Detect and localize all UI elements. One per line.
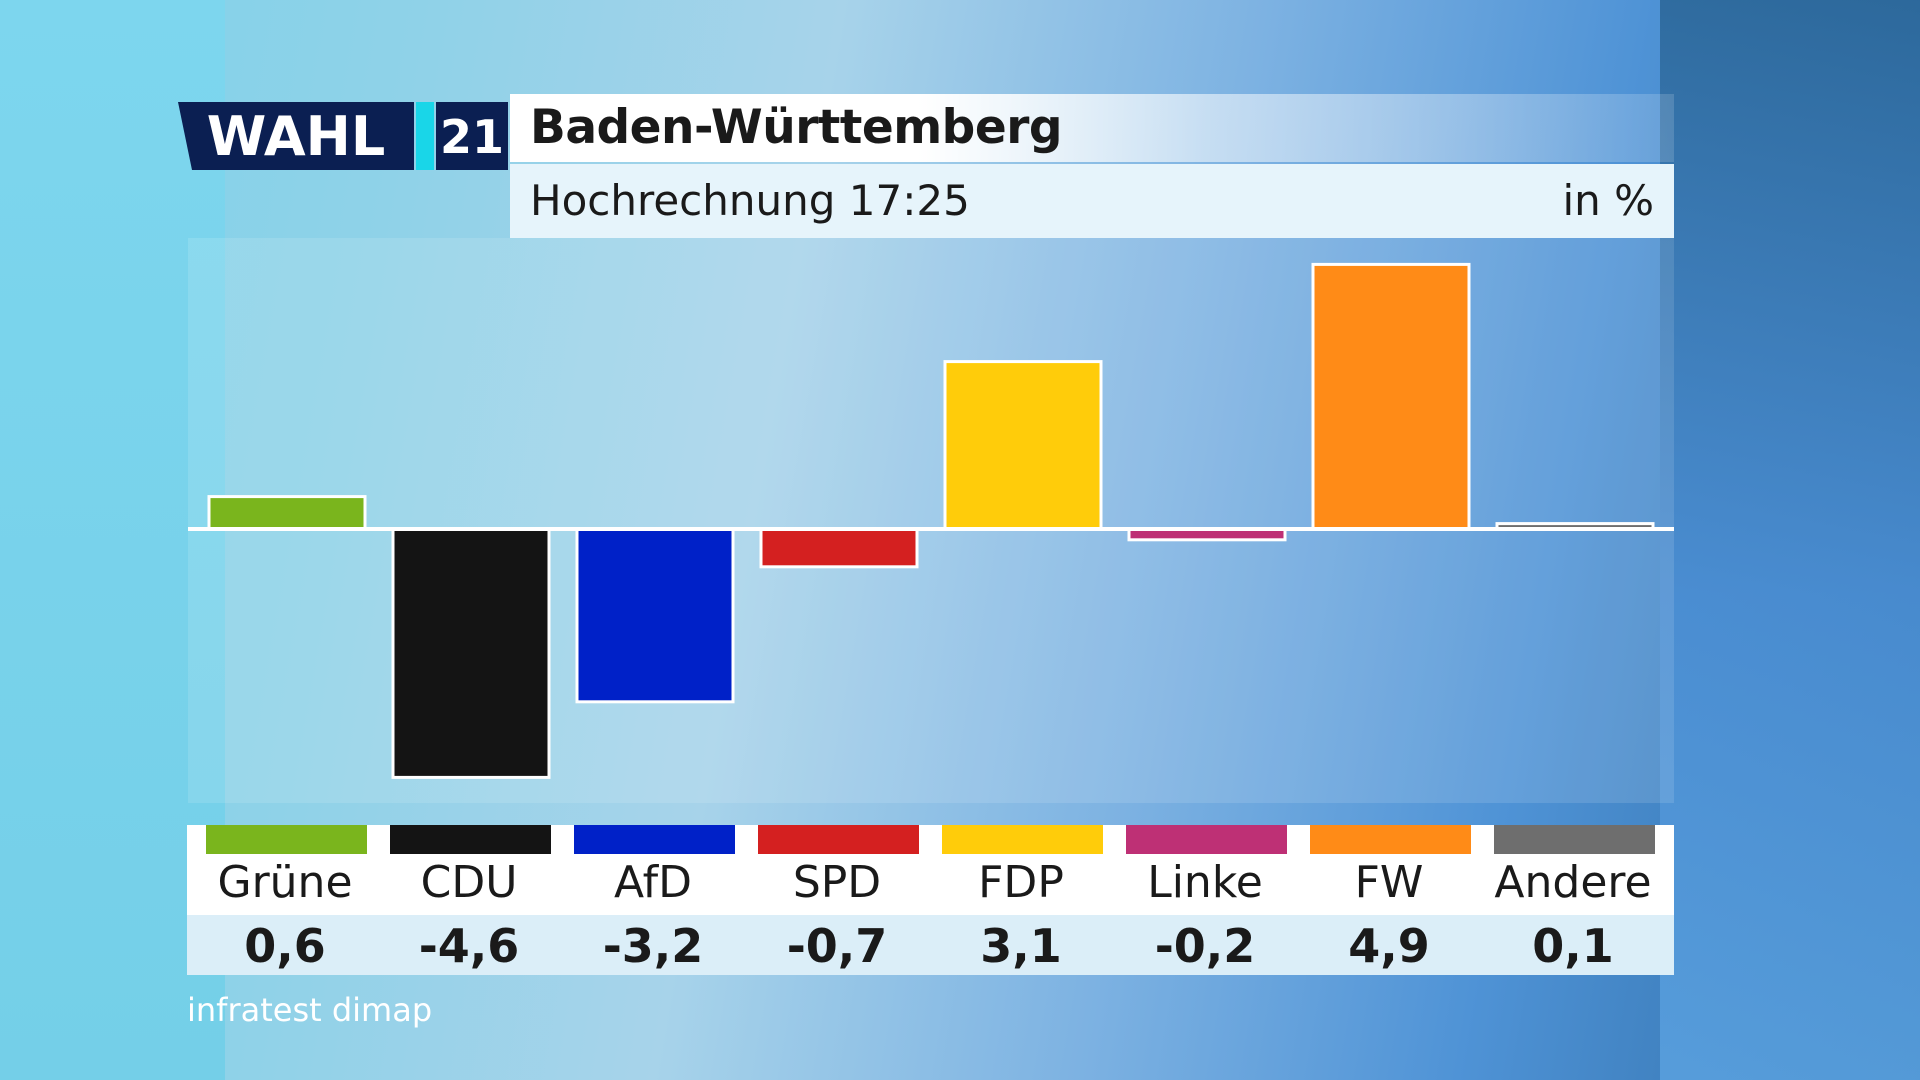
wahl-logo: WAHL 21 — [178, 102, 508, 170]
legend-swatch — [574, 825, 735, 854]
legend-party-value: -4,6 — [418, 919, 520, 973]
legend-party-name: FW — [1354, 857, 1424, 908]
legend-item-linke: Linke -0,2 — [1107, 825, 1291, 975]
bar-chart — [188, 262, 1674, 779]
chart-title: Baden-Württemberg — [530, 100, 1063, 155]
chart-subtitle: Hochrechnung 17:25 — [530, 176, 970, 225]
legend-party-value: 0,6 — [244, 919, 326, 973]
legend-party-name: FDP — [978, 857, 1064, 908]
bar-gr-ne — [207, 495, 367, 531]
legend-item-andere: Andere 0,1 — [1475, 825, 1659, 975]
bar-cdu — [391, 527, 551, 779]
bar-fdp — [943, 360, 1103, 531]
bar-fw — [1311, 262, 1471, 531]
legend-swatch — [1310, 825, 1471, 854]
bar-afd — [575, 527, 735, 704]
legend-swatch — [1494, 825, 1655, 854]
legend-item-fdp: FDP 3,1 — [923, 825, 1107, 975]
legend-item-spd: SPD -0,7 — [739, 825, 923, 975]
legend-party-value: -3,2 — [602, 919, 704, 973]
logo-wahl-text: WAHL — [207, 105, 386, 168]
legend-party-value: -0,2 — [1154, 919, 1256, 973]
legend-party-name: Grüne — [217, 857, 353, 908]
legend-swatch — [758, 825, 919, 854]
legend-party-value: 4,9 — [1348, 919, 1430, 973]
legend-item-gr-ne: Grüne 0,6 — [187, 825, 371, 975]
legend-swatch — [942, 825, 1103, 854]
legend-swatch — [1126, 825, 1287, 854]
logo-year-block — [436, 102, 508, 170]
subtitle-bar: Hochrechnung 17:25 in % — [510, 164, 1674, 238]
chart-area — [188, 238, 1674, 803]
bar-spd — [759, 527, 919, 569]
unit-label: in % — [1562, 176, 1654, 225]
legend-party-name: AfD — [614, 857, 692, 908]
legend-item-afd: AfD -3,2 — [555, 825, 739, 975]
source-label: infratest dimap — [187, 991, 433, 1029]
legend-party-name: CDU — [420, 857, 518, 908]
title-bar: Baden-Württemberg — [510, 94, 1674, 162]
background-right-panel — [1660, 0, 1920, 1080]
legend-party-value: -0,7 — [786, 919, 888, 973]
logo-year-text: 21 — [440, 110, 504, 164]
legend-table: Grüne 0,6 CDU -4,6 AfD -3,2 SPD -0,7 FDP 3,1 Linke… — [187, 825, 1674, 975]
legend-party-name: SPD — [792, 857, 882, 908]
logo-wahl-block — [178, 102, 414, 170]
legend-party-value: 3,1 — [980, 919, 1062, 973]
legend-swatch — [390, 825, 551, 854]
legend-party-name: Andere — [1494, 857, 1652, 908]
legend-party-name: Linke — [1147, 857, 1263, 908]
logo-cyan-stripe — [416, 102, 434, 170]
legend-item-fw: FW 4,9 — [1291, 825, 1475, 975]
legend-item-cdu: CDU -4,6 — [371, 825, 555, 975]
legend-party-value: 0,1 — [1532, 919, 1614, 973]
legend-swatch — [206, 825, 367, 854]
legend-values-row — [187, 915, 1674, 975]
